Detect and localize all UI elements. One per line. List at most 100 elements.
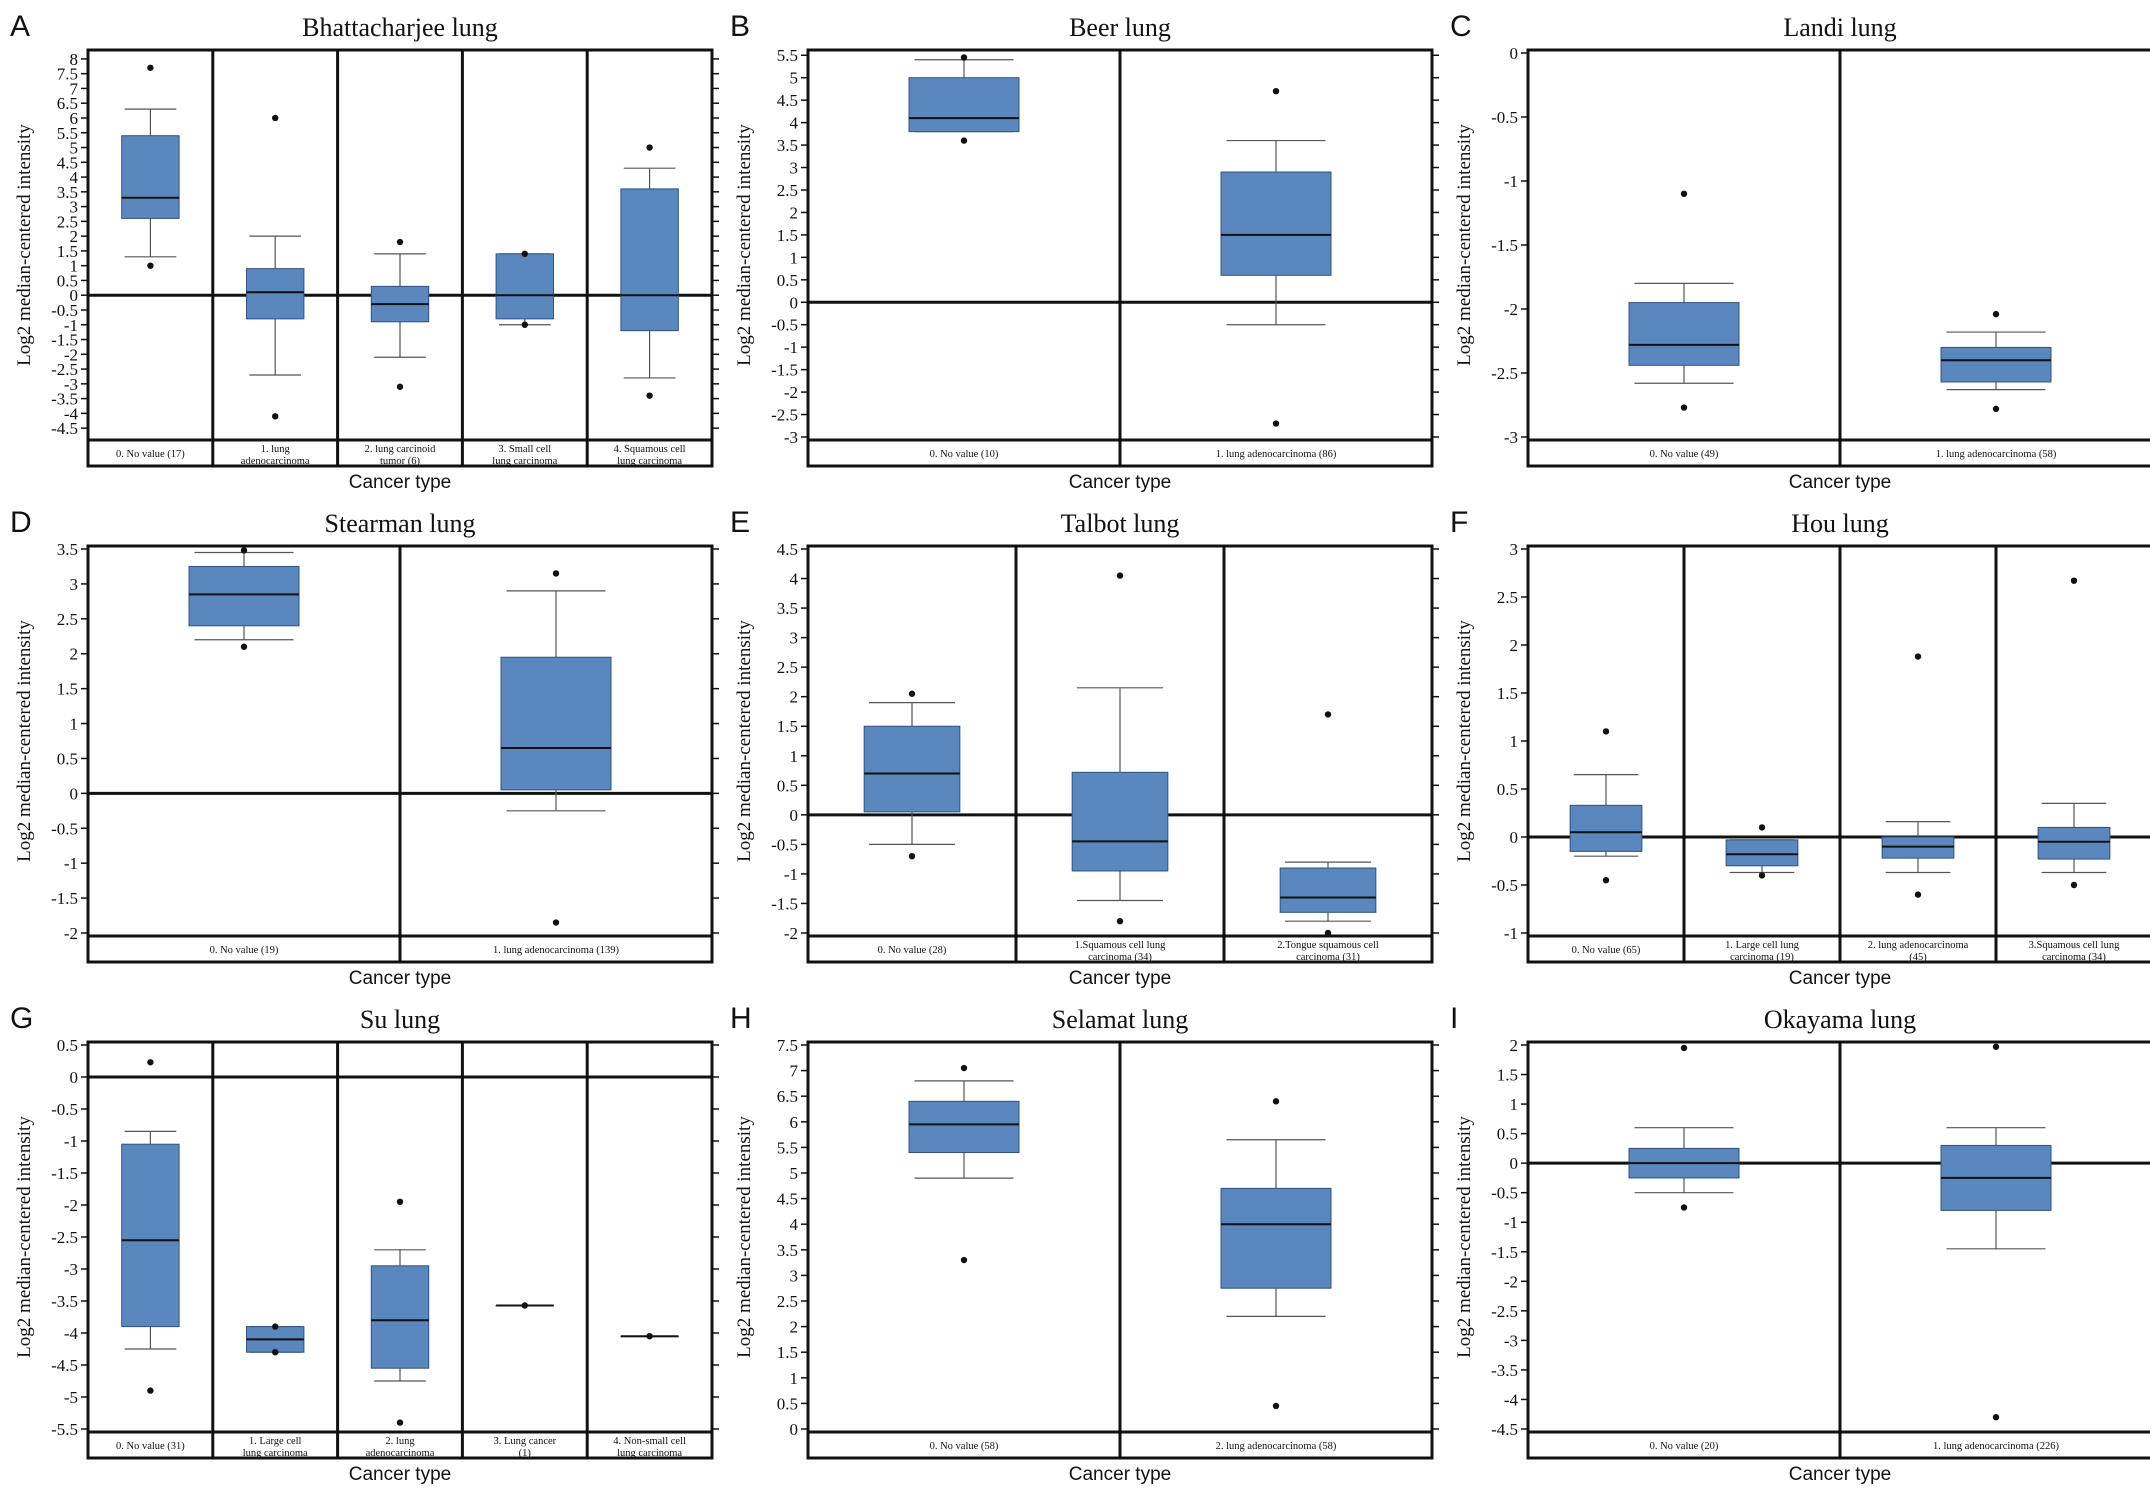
- box: [370, 1265, 430, 1369]
- panel-d: D Stearman lung 3.5 3 2.5 2 1.5 1 0.5 0 -0.5 -1 -1.5…: [10, 506, 719, 989]
- box: [500, 656, 612, 791]
- y-tick-label: -1.5: [51, 1164, 78, 1183]
- y-tick-label: 2.5: [777, 181, 798, 200]
- y-tick-label: 2: [1510, 636, 1519, 655]
- panel-e: E Talbot lung 4.5 4 3.5 3 2.5 2 1.5 1 0.5 0 -0.5 -1 -1…: [730, 506, 1439, 989]
- y-tick-label: 1: [1510, 1095, 1519, 1114]
- outlier-point: [1116, 572, 1124, 579]
- y-tick-label: -4.5: [51, 1356, 78, 1375]
- category-label: 0. No value (58): [930, 1441, 999, 1452]
- panel-letter: G: [10, 1002, 33, 1035]
- outlier-point: [1602, 877, 1610, 884]
- y-tick-label: -1: [1504, 1213, 1518, 1232]
- panel-letter: B: [730, 10, 750, 43]
- y-tick-label: -3: [64, 1260, 78, 1279]
- outlier-point: [396, 1419, 404, 1426]
- y-tick-label: 1: [790, 248, 799, 267]
- panel-h: H Selamat lung 7.5 7 6.5 6 5.5 5 4.5 4 3.5 3 2.5 2 1.5…: [730, 1002, 1439, 1485]
- category-label: 1. Large cell lung carcinoma: [243, 1436, 308, 1459]
- y-tick-label: 7: [70, 79, 79, 98]
- x-axis-label: Cancer type: [349, 1464, 451, 1485]
- outlier-point: [240, 643, 248, 650]
- panel-f: F Hou lung 3 2.5 2 1.5 1 0.5 0 -0.5 -1 Log2 median-…: [1450, 506, 2150, 989]
- y-tick-label: -5.5: [51, 1420, 78, 1439]
- outlier-point: [521, 250, 528, 258]
- panel-letter: F: [1450, 506, 1468, 539]
- box: [908, 77, 1020, 133]
- box: [245, 268, 305, 320]
- outlier-point: [1116, 917, 1124, 925]
- y-tick-label: -1.5: [1491, 236, 1518, 255]
- y-tick-label: 0.5: [777, 271, 798, 290]
- y-tick-label: -0.5: [1491, 108, 1518, 127]
- outlier-point: [1324, 711, 1332, 718]
- panel-letter: E: [730, 506, 750, 539]
- y-tick-label: 5: [70, 139, 79, 158]
- y-tick-label: -1: [1504, 172, 1518, 191]
- y-tick-label: 5: [790, 69, 799, 88]
- box: [1220, 171, 1332, 276]
- x-axis-label: Cancer type: [1069, 968, 1171, 989]
- outlier-point: [2070, 577, 2078, 584]
- y-tick-label: 2: [790, 688, 799, 707]
- category-label: 1. lung adenocarcinoma (58): [1936, 449, 2057, 460]
- outlier-point: [1602, 728, 1610, 735]
- category-label: 2. lung adenocarcinoma (45): [1868, 940, 1969, 963]
- panel-i: I Okayama lung 2 1.5 1 0.5 0 -0.5 -1 -1.5 -2 -2.5 -3…: [1450, 1002, 2150, 1485]
- outlier-point: [396, 238, 404, 246]
- y-tick-label: 1: [70, 715, 79, 734]
- y-tick-label: 5.5: [57, 124, 78, 143]
- outlier-point: [272, 114, 279, 122]
- category-label: 1. Large cell lung carcinoma (19): [1725, 940, 1800, 963]
- outlier-point: [272, 413, 279, 420]
- y-tick-label: 1: [790, 747, 799, 766]
- y-tick-label: -3: [64, 375, 78, 394]
- category-label: 0. No value (31): [116, 1441, 185, 1452]
- y-axis-label: Log2 median-centered intensity: [734, 620, 755, 862]
- box: [620, 188, 679, 332]
- panel-letter: H: [730, 1002, 752, 1035]
- y-tick-label: 4: [790, 114, 799, 133]
- box: [2037, 826, 2111, 860]
- category-label: 3.Squamous cell lung carcinoma (34): [2029, 940, 2120, 963]
- box: [1628, 302, 1740, 366]
- x-axis-label: Cancer type: [349, 472, 451, 493]
- y-tick-label: 5.5: [777, 46, 798, 65]
- y-tick-label: 4: [70, 168, 79, 187]
- y-tick-label: -2: [64, 1196, 78, 1215]
- outlier-point: [646, 1333, 653, 1340]
- category-label: 1. lung adenocarcinoma: [241, 444, 310, 467]
- panel-letter: C: [1450, 10, 1472, 43]
- y-tick-label: 7.5: [777, 1036, 798, 1055]
- y-tick-label: -0.5: [51, 1100, 78, 1119]
- y-tick-label: 1.5: [57, 242, 78, 261]
- plot-frame: [806, 544, 1434, 964]
- outlier-point: [960, 1064, 968, 1072]
- box: [495, 253, 555, 320]
- y-tick-label: 0: [1510, 44, 1519, 63]
- outlier-point: [1680, 404, 1688, 411]
- y-tick-label: 0: [1510, 828, 1519, 847]
- y-tick-label: -1.5: [51, 331, 78, 350]
- y-tick-label: 7: [790, 1062, 799, 1081]
- y-tick-label: 6.5: [777, 1087, 798, 1106]
- x-axis-label: Cancer type: [1789, 1464, 1891, 1485]
- y-tick-label: -4.5: [1491, 1420, 1518, 1439]
- box: [908, 1100, 1020, 1154]
- chart-title: Su lung: [360, 1005, 440, 1034]
- panel-c: C Landi lung 0 -0.5 -1 -1.5 -2 -2.5 -3 Log2 media…: [1450, 10, 2150, 493]
- category-label: 4. Squamous cell lung carcinoma: [614, 444, 686, 467]
- outlier-point: [1680, 1044, 1688, 1052]
- category-label: 0. No value (10): [930, 449, 999, 460]
- y-axis-label: Log2 median-centered intensity: [14, 620, 35, 862]
- y-tick-label: 0: [790, 806, 799, 825]
- panel-letter: D: [10, 506, 32, 539]
- outlier-point: [908, 690, 916, 697]
- y-axis-label: Log2 median-centered intensity: [734, 124, 755, 366]
- outlier-point: [960, 54, 968, 61]
- outlier-point: [960, 137, 968, 144]
- y-tick-label: 0.5: [1497, 780, 1518, 799]
- y-axis-label: Log2 median-centered intensity: [734, 1116, 755, 1358]
- y-tick-label: -3.5: [51, 390, 78, 409]
- y-tick-label: -3: [1504, 1331, 1518, 1350]
